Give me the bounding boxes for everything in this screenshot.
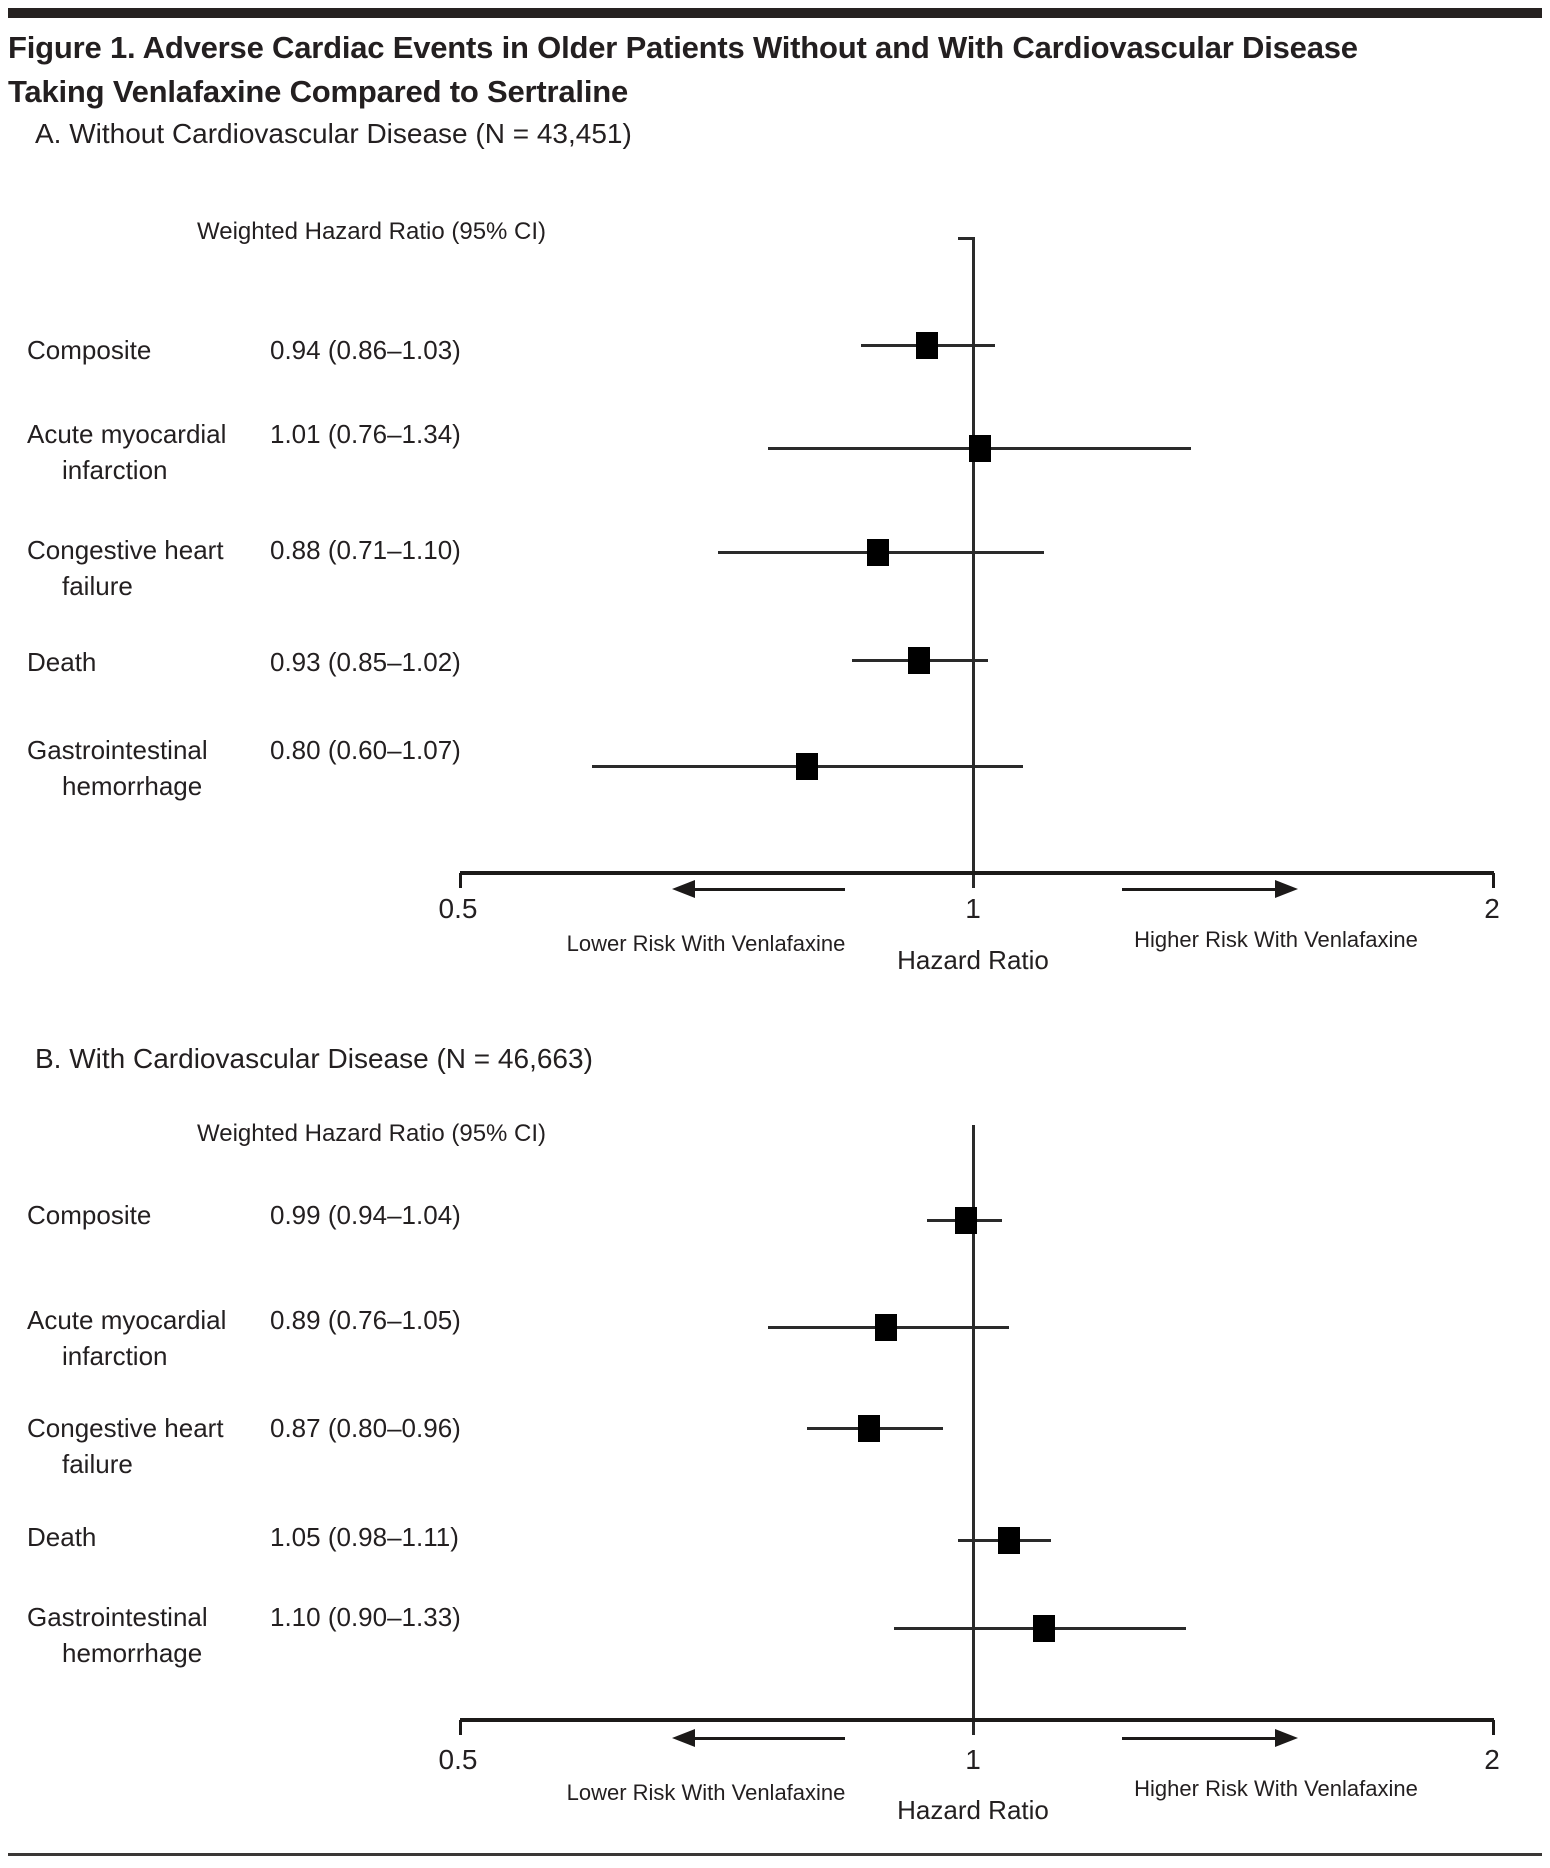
figure-title-line-2: Taking Venlafaxine Compared to Sertralin… (8, 74, 629, 109)
panel-b-heading: B. With Cardiovascular Disease (N = 46,6… (35, 1043, 593, 1074)
higher-risk-arrowhead-icon (1275, 880, 1298, 898)
panel-a-x-axis (460, 871, 1494, 875)
row-label: Congestive heart failure (27, 532, 224, 604)
row-hazard-ratio-text: 0.88 (0.71–1.10) (270, 535, 461, 565)
row-label-line: hemorrhage (62, 771, 203, 801)
hazard-ratio-marker (875, 1313, 898, 1341)
x-axis-right-cap (1492, 873, 1495, 888)
x-axis-tick-label: 1 (965, 1744, 981, 1775)
row-hazard-ratio-text: 0.80 (0.60–1.07) (270, 735, 461, 765)
higher-risk-arrow-line (1122, 887, 1275, 891)
row-hazard-ratio-text: 0.93 (0.85–1.02) (270, 647, 461, 677)
x-axis-right-cap (1492, 1720, 1495, 1735)
panel-a-heading: A. Without Cardiovascular Disease (N = 4… (35, 118, 632, 149)
hazard-ratio-marker (969, 434, 992, 462)
row-hazard-ratio-text: 1.10 (0.90–1.33) (270, 1602, 461, 1632)
row-label-line: Death (27, 1522, 97, 1552)
panel-a-reference-line (971, 237, 975, 888)
row-label-line: infarction (62, 1341, 168, 1371)
x-axis-tick-label: 0.5 (438, 893, 478, 924)
panel-a-reference-line-top-tick (958, 237, 973, 240)
panel-b-x-axis (460, 1718, 1494, 1722)
row-label-line: Acute myocardial (27, 1305, 227, 1335)
hazard-ratio-axis-label: Hazard Ratio (897, 1795, 1049, 1825)
hazard-ratio-axis-label: Hazard Ratio (897, 945, 1049, 975)
higher-risk-label: Higher Risk With Venlafaxine (1134, 927, 1418, 952)
row-label-line: Gastrointestinal (27, 735, 208, 765)
lower-risk-arrowhead-icon (672, 1729, 695, 1747)
row-label: Congestive heart failure (27, 1410, 224, 1482)
row-hazard-ratio-text: 0.89 (0.76–1.05) (270, 1305, 461, 1335)
hazard-ratio-marker (907, 646, 930, 674)
figure-title-line-1: Figure 1. Adverse Cardiac Events in Olde… (8, 30, 1358, 65)
lower-risk-arrow-line (692, 887, 845, 891)
row-label: Death (27, 644, 96, 680)
higher-risk-arrow-line (1122, 1736, 1275, 1740)
higher-risk-arrowhead-icon (1275, 1729, 1298, 1747)
row-hazard-ratio-text: 0.87 (0.80–0.96) (270, 1413, 461, 1443)
row-label-line: failure (62, 1449, 133, 1479)
figure-title: Figure 1. Adverse Cardiac Events in Olde… (8, 26, 1358, 114)
lower-risk-arrowhead-icon (672, 880, 695, 898)
row-label: Gastrointestinal hemorrhage (27, 1599, 208, 1671)
lower-risk-label: Lower Risk With Venlafaxine (566, 1780, 846, 1805)
lower-risk-label: Lower Risk With Venlafaxine (566, 931, 846, 956)
row-label: Composite (27, 332, 151, 368)
row-hazard-ratio-text: 0.99 (0.94–1.04) (270, 1200, 461, 1230)
row-label-line: failure (62, 571, 133, 601)
hazard-ratio-marker (1033, 1614, 1056, 1642)
row-label: Death (27, 1519, 96, 1555)
x-axis-left-cap (459, 873, 462, 888)
row-label: Acute myocardial infarction (27, 416, 226, 488)
hazard-ratio-marker (858, 1414, 881, 1442)
higher-risk-label: Higher Risk With Venlafaxine (1134, 1776, 1418, 1801)
hazard-ratio-marker (795, 752, 818, 780)
lower-risk-arrow-line (692, 1736, 845, 1740)
row-label: Gastrointestinal hemorrhage (27, 732, 208, 804)
row-label-line: Congestive heart (27, 535, 224, 565)
top-rule (8, 8, 1542, 18)
x-axis-tick-label: 0.5 (438, 1744, 478, 1775)
hazard-ratio-marker (998, 1526, 1021, 1554)
x-axis-tick-label: 1 (965, 893, 981, 924)
row-label-line: Acute myocardial (27, 419, 227, 449)
row-label: Acute myocardial infarction (27, 1302, 226, 1374)
panel-b-reference-line (971, 1125, 975, 1735)
row-label-line: infarction (62, 455, 168, 485)
row-label: Composite (27, 1197, 151, 1233)
row-hazard-ratio-text: 1.05 (0.98–1.11) (270, 1522, 459, 1552)
panel-b-column-header: Weighted Hazard Ratio (95% CI) (197, 1120, 547, 1147)
bottom-rule (8, 1853, 1542, 1856)
row-label-line: Composite (27, 335, 152, 365)
hazard-ratio-marker (954, 1206, 977, 1234)
row-label-line: Death (27, 647, 97, 677)
x-axis-left-cap (459, 1720, 462, 1735)
row-hazard-ratio-text: 0.94 (0.86–1.03) (270, 335, 461, 365)
hazard-ratio-marker (866, 538, 889, 566)
row-label-line: Composite (27, 1200, 152, 1230)
row-label-line: Gastrointestinal (27, 1602, 208, 1632)
x-axis-tick-label: 2 (1484, 893, 1500, 924)
row-label-line: hemorrhage (62, 1638, 203, 1668)
panel-a-column-header: Weighted Hazard Ratio (95% CI) (197, 218, 547, 245)
row-label-line: Congestive heart (27, 1413, 224, 1443)
hazard-ratio-marker (915, 331, 938, 359)
x-axis-tick-label: 2 (1484, 1744, 1500, 1775)
row-hazard-ratio-text: 1.01 (0.76–1.34) (270, 419, 461, 449)
